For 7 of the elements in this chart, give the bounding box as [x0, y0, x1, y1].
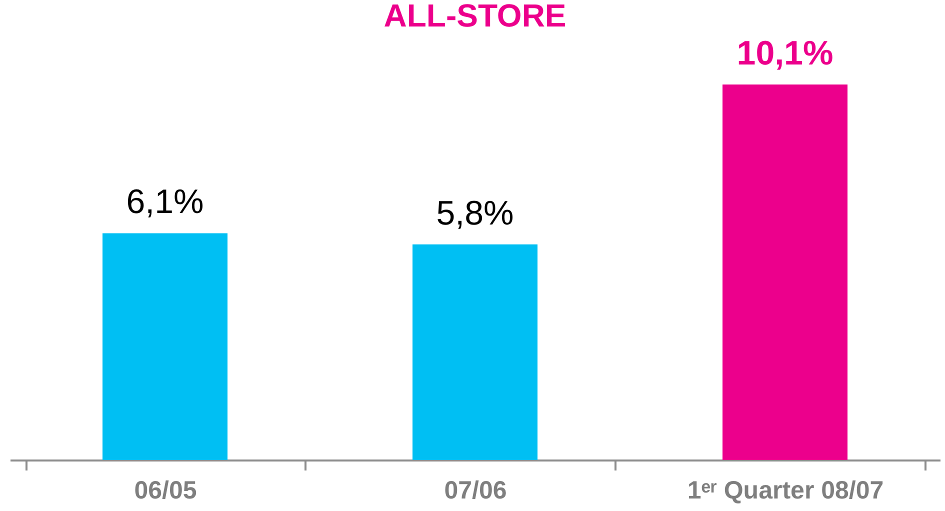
- data-label: 6,1%: [126, 183, 204, 222]
- data-label: 5,8%: [436, 194, 514, 232]
- x-tick-label: 07/06: [444, 476, 507, 504]
- x-tick-label: 06/05: [134, 476, 197, 504]
- chart-title: ALL-STORE: [384, 0, 566, 34]
- data-label: 10,1%: [736, 34, 834, 72]
- x-tick-label: 1ᵉʳ Quarter 08/07: [687, 476, 884, 504]
